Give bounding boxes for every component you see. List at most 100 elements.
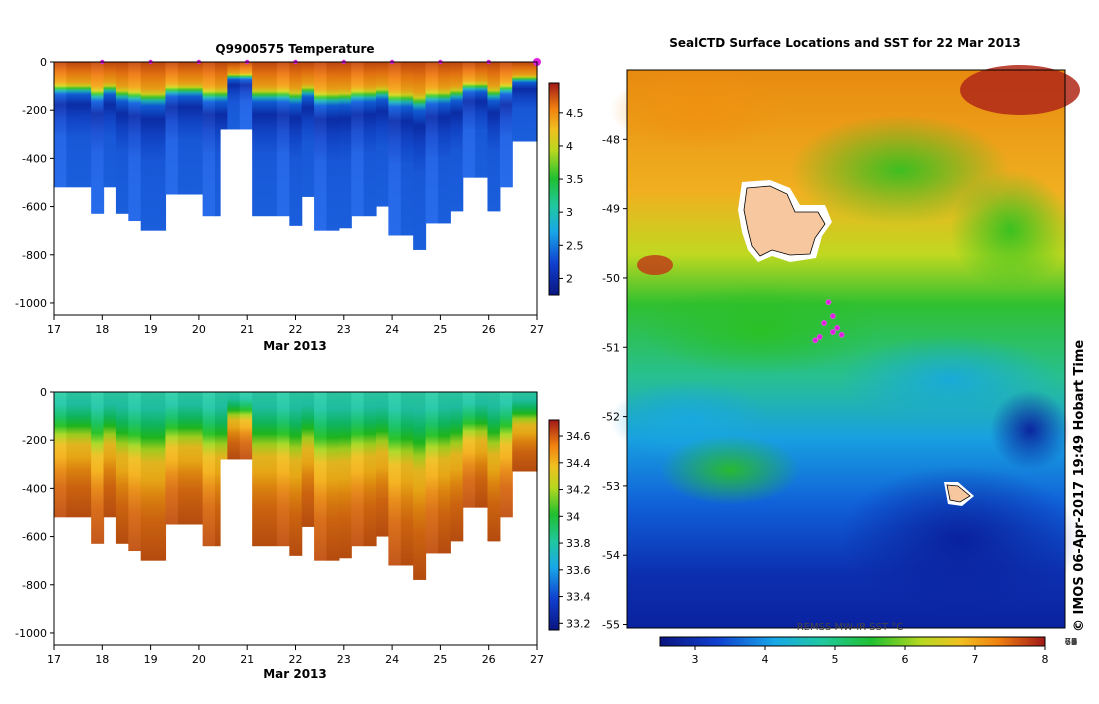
- profile-bar-shade: [276, 392, 290, 547]
- profile-bar: [66, 62, 80, 188]
- profile-bar-shade: [202, 62, 216, 217]
- green-mid-patch: [640, 285, 880, 375]
- profile-bar-shade: [177, 392, 191, 525]
- lat-tick-label: -52: [602, 411, 620, 424]
- y-tick-label: -800: [22, 249, 47, 262]
- colorbar-tick-label: 33.8: [566, 537, 591, 550]
- profile-bar-shade: [91, 62, 105, 214]
- sst-map-panel: SealCTD Surface Locations and SST for 22…: [602, 36, 1087, 666]
- profile-bar: [227, 62, 241, 130]
- colorbar-tick-label: 34: [566, 510, 580, 523]
- sst-map-lat-ticks: -48 -49 -50 -51 -52 -53 -54 -55: [602, 133, 627, 632]
- colorbar-tick-label: 33.4: [566, 591, 591, 604]
- profile-bar-shade: [301, 62, 315, 197]
- profile-bar-shade: [177, 62, 191, 195]
- profile-bar: [165, 392, 179, 525]
- profile-bar: [462, 392, 476, 508]
- y-tick-label: -400: [22, 152, 47, 165]
- profile-bar: [512, 62, 526, 142]
- profile-bar-shade: [252, 62, 266, 217]
- profile-bar: [388, 392, 402, 566]
- x-tick-label: 22: [289, 323, 303, 336]
- profile-bar: [301, 62, 315, 197]
- profile-bar: [425, 392, 439, 554]
- x-tick-label: 17: [47, 653, 61, 666]
- profile-bar-shade: [462, 392, 476, 508]
- salinity-x-ticks: 17 18 19 20 21 22 23 24 25 26 27: [47, 645, 544, 666]
- profile-bar: [190, 62, 204, 195]
- profile-bar-shade: [338, 62, 352, 229]
- y-tick-label: 0: [40, 56, 47, 69]
- colorbar-tick-label: 4.5: [566, 107, 584, 120]
- y-tick-label: 0: [40, 386, 47, 399]
- x-tick-label: 18: [95, 323, 109, 336]
- profile-bar-shade: [264, 392, 278, 547]
- profile-bar-shade: [512, 62, 526, 142]
- x-tick-label: 25: [433, 653, 447, 666]
- profile-bar-shade: [363, 62, 377, 217]
- profile-bar: [153, 62, 167, 231]
- colorbar-tick-label: 4: [566, 140, 573, 153]
- seal-positions: [812, 299, 845, 344]
- profile-bar-shade: [190, 392, 204, 525]
- profile-bar-shade: [103, 392, 117, 518]
- x-tick-label: 21: [240, 653, 254, 666]
- data-gap: [220, 459, 248, 645]
- profile-bar-shade: [388, 392, 402, 566]
- profile-bar-shade: [499, 392, 513, 518]
- profile-bar: [314, 392, 328, 561]
- profile-bar: [450, 62, 464, 212]
- lat-tick-label: -49: [602, 203, 620, 216]
- profile-bar: [239, 392, 253, 460]
- profile-bar: [437, 392, 451, 554]
- profile-bar: [487, 392, 501, 542]
- colorbar-tick-label: 2: [566, 272, 573, 285]
- sst-colorbar-label: REMSS MW-IR SST °C: [797, 622, 904, 633]
- profile-bar: [400, 392, 414, 566]
- profile-bar: [115, 392, 129, 544]
- profile-bar-shade: [301, 392, 315, 527]
- x-tick-label: 27: [530, 323, 544, 336]
- sst-tick-label-fahrenheit: 75: [1065, 637, 1078, 648]
- profile-bar: [425, 62, 439, 224]
- profile-bar: [276, 62, 290, 217]
- profile-bar-shade: [78, 62, 92, 188]
- sst-colorbar: [659, 636, 1046, 647]
- profile-bar: [202, 392, 216, 547]
- sst-tick-label-celsius: 3: [692, 653, 699, 666]
- x-tick-label: 23: [337, 323, 351, 336]
- lat-tick-label: -48: [602, 133, 620, 146]
- profile-bar-shade: [499, 62, 513, 188]
- profile-bar: [177, 62, 191, 195]
- temperature-profiles: [54, 62, 538, 315]
- salinity-y-ticks: 0 -200 -400 -600 -800 -1000: [15, 386, 54, 640]
- temperature-colorbar-ticks: 4.5 4 3.5 3 2.5 2: [559, 107, 584, 285]
- y-tick-label: -600: [22, 201, 47, 214]
- profile-bar-shade: [450, 62, 464, 212]
- profile-bar-shade: [115, 392, 129, 544]
- sst-tick-label-fahrenheit: 70: [1065, 637, 1078, 648]
- profile-bar: [190, 392, 204, 525]
- y-tick-label: -400: [22, 482, 47, 495]
- colorbar-tick-label: 34.4: [566, 457, 591, 470]
- profile-bar: [326, 392, 340, 561]
- green-east-patch: [950, 170, 1070, 290]
- profile-bar-shade: [475, 62, 489, 178]
- green-north-patch: [790, 115, 1010, 225]
- colorbar-tick-label: 34.2: [566, 484, 591, 497]
- sst-tick-label-fahrenheit: 74: [1065, 637, 1078, 648]
- profile-bar-shade: [351, 392, 365, 547]
- profile-bar: [252, 392, 266, 547]
- profile-bar: [66, 392, 80, 518]
- lat-tick-label: -54: [602, 549, 620, 562]
- green-west-patch: [660, 435, 800, 505]
- profile-bar-shade: [351, 62, 365, 217]
- profile-bar: [437, 62, 451, 224]
- profile-bar: [499, 392, 513, 518]
- profile-bar: [314, 62, 328, 231]
- profile-bar: [363, 392, 377, 547]
- profile-bar-shade: [487, 62, 501, 212]
- profile-bar: [376, 392, 389, 537]
- profile-bar-shade: [190, 62, 204, 195]
- x-tick-label: 19: [144, 653, 158, 666]
